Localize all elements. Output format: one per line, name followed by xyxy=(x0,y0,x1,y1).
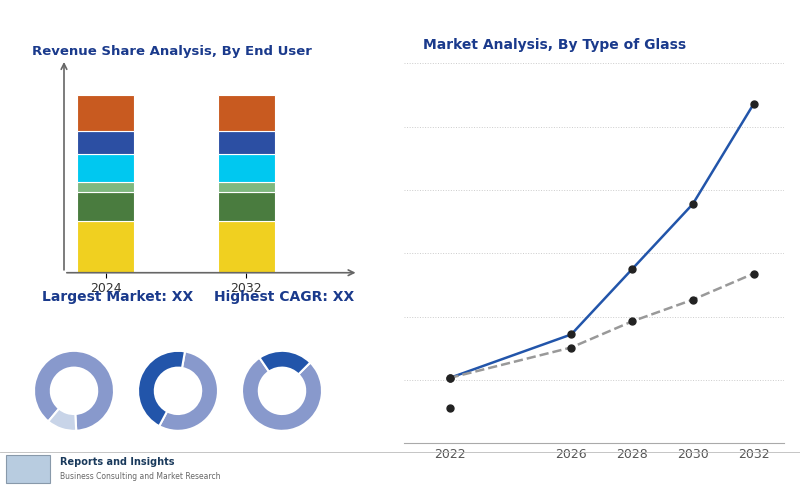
Bar xyxy=(218,131,275,154)
Text: Highest CAGR: XX: Highest CAGR: XX xyxy=(214,290,354,304)
Bar xyxy=(77,222,134,273)
Wedge shape xyxy=(159,352,218,431)
Bar xyxy=(77,95,134,131)
Text: Business Consulting and Market Research: Business Consulting and Market Research xyxy=(60,472,221,481)
Bar xyxy=(218,95,275,131)
Wedge shape xyxy=(34,351,114,431)
Bar xyxy=(77,154,134,182)
Text: Largest Market: XX: Largest Market: XX xyxy=(42,290,194,304)
Wedge shape xyxy=(48,409,76,431)
Bar xyxy=(218,192,275,222)
Bar xyxy=(218,222,275,273)
Text: Reports and Insights: Reports and Insights xyxy=(60,457,174,467)
Text: GLOBAL HOLLOW GLASS MICROSPHERES MARKET SEGMENT ANALYSIS: GLOBAL HOLLOW GLASS MICROSPHERES MARKET … xyxy=(10,17,666,35)
Wedge shape xyxy=(138,351,185,426)
Bar xyxy=(77,192,134,222)
Bar xyxy=(77,131,134,154)
Bar xyxy=(218,154,275,182)
Wedge shape xyxy=(242,358,322,431)
Bar xyxy=(77,182,134,192)
Bar xyxy=(218,182,275,192)
Text: Market Analysis, By Type of Glass: Market Analysis, By Type of Glass xyxy=(423,38,686,53)
FancyBboxPatch shape xyxy=(6,455,50,483)
Wedge shape xyxy=(259,351,310,375)
Text: Revenue Share Analysis, By End User: Revenue Share Analysis, By End User xyxy=(32,45,312,58)
